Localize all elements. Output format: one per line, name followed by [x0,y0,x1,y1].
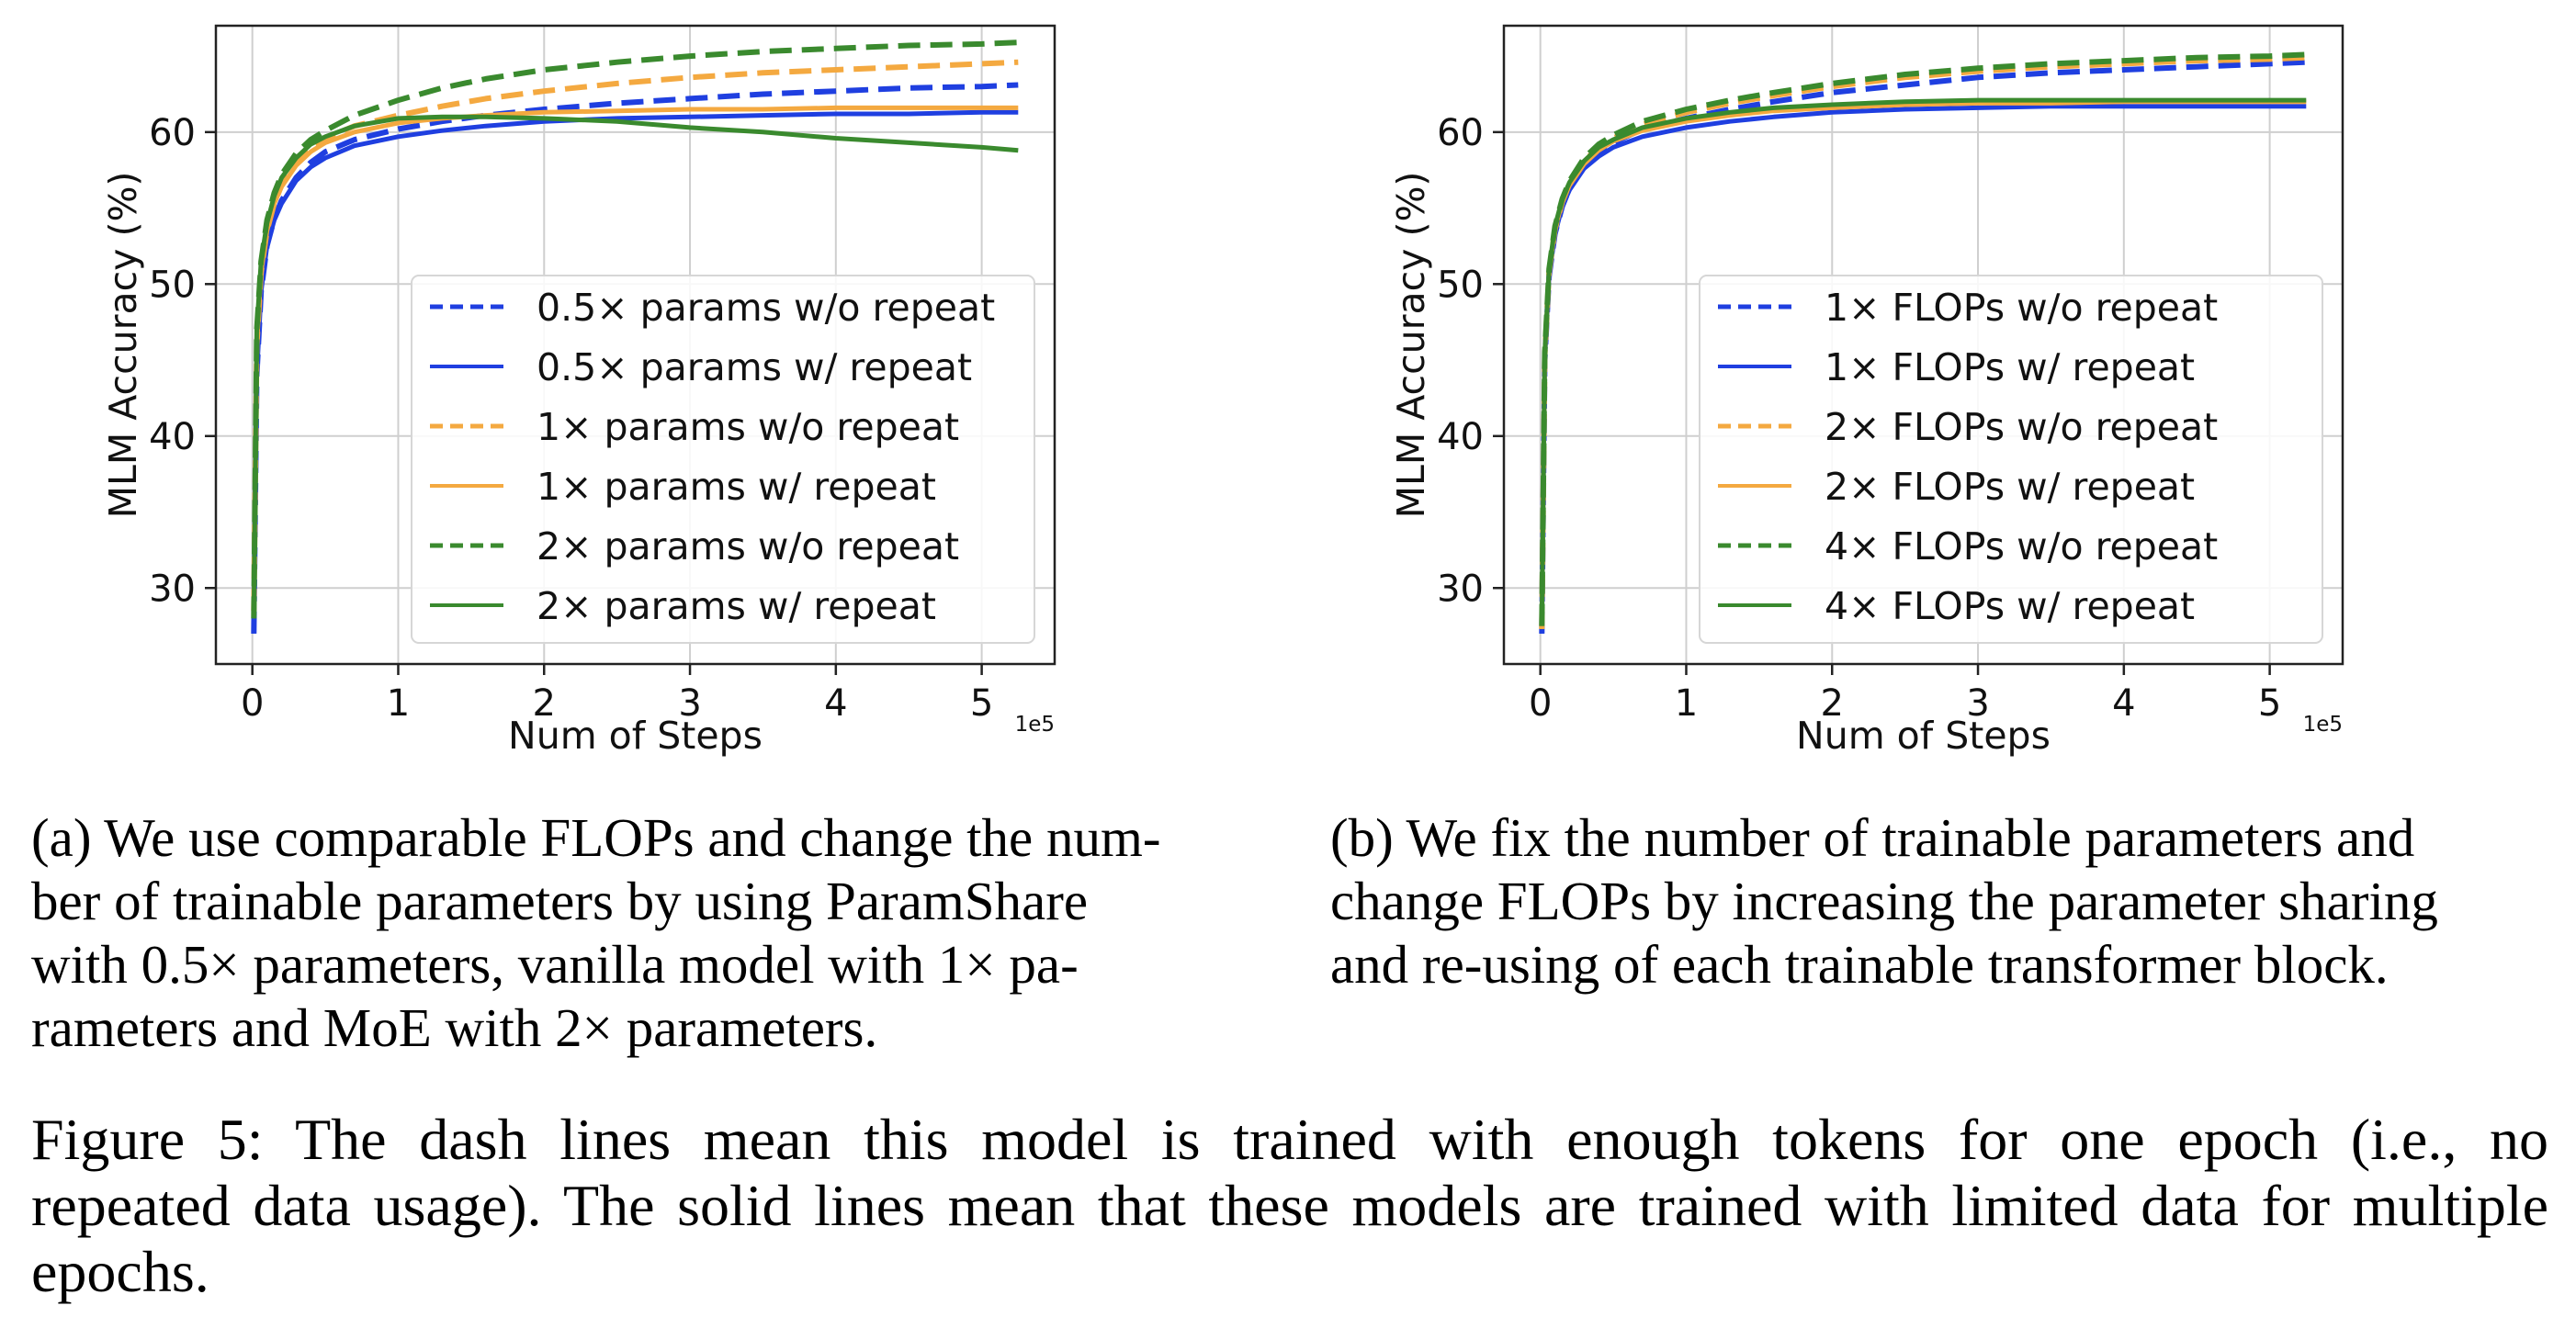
figure-caption-line: epochs. [31,1239,209,1304]
subcaption-b: (b) We fix the number of trainable param… [1330,806,2506,996]
chart-a-x-offset-label: 1e5 [1015,713,1055,737]
chart-b-legend-box [1699,275,2323,644]
figure-caption-line: Figure 5: The dash lines mean this model… [31,1107,2548,1172]
chart-a-y-tick-label: 40 [149,416,196,458]
chart-a-legend-box [411,275,1035,644]
chart-b-series-line-6 [1539,97,2307,626]
figure-caption-line: repeated data usage). The solid lines me… [31,1173,2548,1238]
chart-a-y-tick-label: 60 [149,112,196,154]
chart-b-legend-label-3: 2× FLOPs w/o repeat [1825,405,2218,449]
chart-a-x-tick-label: 5 [970,682,993,725]
chart-a-legend-label-4: 1× params w/ repeat [537,465,936,509]
chart-b-legend-label-1: 1× FLOPs w/o repeat [1825,286,2218,330]
chart-b-frame [1502,24,2344,666]
chart-b-x-axis-label: Num of Steps [1796,714,2051,758]
chart-b-legend-label-4: 2× FLOPs w/ repeat [1825,465,2195,509]
chart-b-series-line-3 [1539,54,2307,629]
chart-b-y-tick-label: 50 [1437,264,1484,306]
chart-a-legend-label-2: 0.5× params w/ repeat [537,345,972,389]
chart-b-x-tick-label: 0 [1529,682,1552,725]
chart-b-svg: 0 1 2 3 4 5 30 40 50 60 1e5 Num of Steps MLM Accurac… [1389,24,2344,758]
subcaption-b-line: and re-using of each trainable transform… [1330,934,2389,995]
chart-a-series-line-2 [251,109,1019,634]
chart-panel-a: 0 1 2 3 4 5 30 40 50 60 1e5 Num of Steps MLM Accurac… [0,0,1288,790]
chart-a-legend-label-6: 2× params w/ repeat [537,584,936,628]
subcaption-a-line: ber of trainable parameters by using Par… [31,871,1089,931]
chart-a-y-tick-label: 50 [149,264,196,306]
chart-a-y-axis-label: MLM Accuracy (%) [101,172,145,519]
subcaption-b-line: (b) We fix the number of trainable param… [1330,807,2415,868]
figure-caption: Figure 5: The dash lines mean this model… [31,1107,2548,1305]
chart-a-series-line-6 [251,114,1019,619]
subcaption-b-line: change FLOPs by increasing the parameter… [1330,871,2438,931]
chart-b-legend-label-5: 4× FLOPs w/o repeat [1825,524,2218,568]
chart-a-x-tick-label: 3 [678,682,701,725]
chart-b-legend-label-6: 4× FLOPs w/ repeat [1825,584,2195,628]
chart-a-series-group [251,39,1019,634]
chart-b-y-tick-label: 60 [1437,112,1484,154]
chart-b-x-tick-label: 4 [2112,682,2135,725]
chart-b-x-tick-label: 3 [1966,682,1989,725]
chart-a-x-tick-label: 4 [824,682,847,725]
chart-b-legend-label-2: 1× FLOPs w/ repeat [1825,345,2195,389]
chart-b-x-tick-label: 1 [1675,682,1698,725]
chart-b-y-tick-label: 40 [1437,416,1484,458]
subcaption-a-line: with 0.5× parameters, vanilla model with… [31,934,1079,995]
chart-a-legend-label-1: 0.5× params w/o repeat [537,286,995,330]
chart-a-legend-label-5: 2× params w/o repeat [537,524,959,568]
chart-a-x-axis-label: Num of Steps [508,714,763,758]
chart-a-x-tick-label: 1 [387,682,410,725]
subcaption-a: (a) We use comparable FLOPs and change t… [31,806,1207,1060]
chart-b-y-tick-label: 30 [1437,568,1484,610]
chart-b-x-tick-label: 5 [2258,682,2281,725]
chart-a-frame [214,24,1056,666]
chart-a-y-tick-label: 30 [149,568,196,610]
chart-b-x-offset-label: 1e5 [2303,713,2343,737]
chart-b-y-axis-label: MLM Accuracy (%) [1389,172,1433,519]
chart-b-series-line-5 [1539,51,2307,626]
subcaption-a-line: rameters and MoE with 2× parameters. [31,997,878,1058]
chart-b-series-group [1539,51,2307,634]
chart-b-x-tick-label: 2 [1821,682,1844,725]
chart-a-series-line-5 [251,39,1019,619]
chart-a-legend-label-3: 1× params w/o repeat [537,405,959,449]
chart-a-x-tick-label: 0 [241,682,264,725]
chart-a-svg: 0 1 2 3 4 5 30 40 50 60 1e5 Num of Steps MLM Accurac… [101,24,1056,758]
subcaption-a-line: (a) We use comparable FLOPs and change t… [31,807,1161,868]
chart-a-x-tick-label: 2 [533,682,556,725]
chart-panel-b: 0 1 2 3 4 5 30 40 50 60 1e5 Num of Steps MLM Accurac… [1288,0,2576,790]
